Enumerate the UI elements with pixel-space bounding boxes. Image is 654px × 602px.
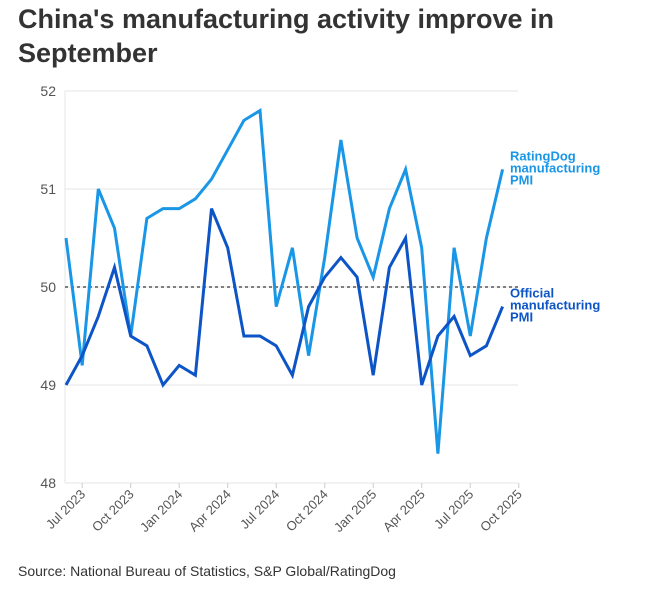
x-tick-label: Jul 2025 — [431, 487, 476, 532]
x-axis-ticks: Jul 2023 Oct 2023 Jan 2024 Apr 2024 Jul 2024… — [43, 483, 525, 535]
label-line: RatingDog — [510, 148, 576, 163]
x-tick-label: Jul 2024 — [237, 487, 282, 532]
x-tick-label: Apr 2024 — [186, 487, 234, 535]
y-axis-ticks: 48 49 50 51 52 — [40, 83, 56, 491]
source-note: Source: National Bureau of Statistics, S… — [18, 563, 396, 579]
x-tick-label: Oct 2023 — [89, 487, 137, 535]
official-pmi-line — [64, 208, 504, 388]
y-tick-label: 52 — [40, 83, 56, 99]
label-line: PMI — [510, 310, 533, 325]
y-tick-label: 50 — [40, 279, 56, 295]
label-line: manufacturing — [510, 160, 600, 175]
x-tick-label: Apr 2025 — [380, 487, 428, 535]
x-tick-label: Jul 2023 — [43, 487, 88, 532]
y-tick-label: 51 — [40, 181, 56, 197]
label-line: Official — [510, 286, 554, 301]
label-line: manufacturing — [510, 298, 600, 313]
x-tick-label: Oct 2024 — [283, 487, 331, 535]
chart-title: China's manufacturing activity improve i… — [18, 4, 555, 68]
x-tick-label: Oct 2025 — [477, 487, 525, 535]
x-tick-label: Jan 2025 — [331, 487, 379, 535]
y-tick-label: 48 — [40, 475, 56, 491]
gridlines — [64, 90, 518, 484]
ratingdog-label: RatingDog manufacturing PMI — [510, 148, 600, 187]
label-line: PMI — [510, 172, 533, 187]
series-lines — [64, 108, 505, 454]
ratingdog-pmi-line — [64, 108, 505, 454]
official-label: Official manufacturing PMI — [510, 286, 600, 325]
x-tick-label: Jan 2024 — [137, 487, 185, 535]
y-tick-label: 49 — [40, 377, 56, 393]
